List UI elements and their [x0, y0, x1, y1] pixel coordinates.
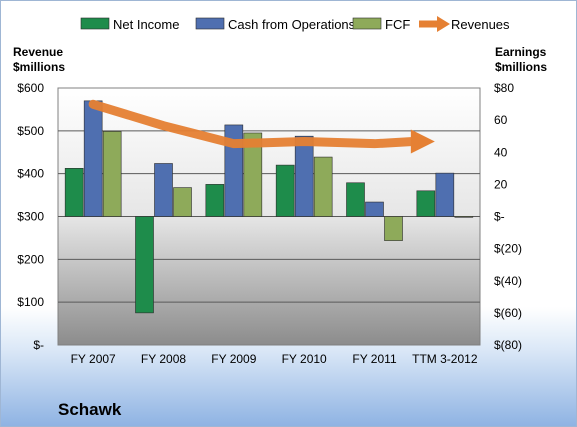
- legend-label: FCF: [385, 17, 410, 32]
- bar-cash-from-operations: [365, 201, 384, 217]
- x-tick-label: FY 2007: [71, 352, 116, 366]
- right-tick-label: 60: [494, 113, 508, 127]
- legend-label: Cash from Operations: [228, 17, 356, 32]
- legend-swatch-cash-from-operations: [195, 17, 225, 30]
- bar-net-income: [346, 182, 365, 217]
- left-tick-label: $200: [17, 252, 44, 266]
- left-tick-label: $-: [33, 338, 44, 352]
- right-axis-title: Earnings: [495, 45, 547, 59]
- left-tick-label: $300: [17, 210, 44, 224]
- x-tick-label: TTM 3-2012: [412, 352, 478, 366]
- right-tick-label: 20: [494, 177, 508, 191]
- revenues-line: [88, 99, 418, 149]
- legend-label: Net Income: [113, 17, 179, 32]
- legend-swatch-fcf: [352, 17, 382, 30]
- x-tick-label: FY 2009: [211, 352, 256, 366]
- right-tick-label: $(60): [494, 306, 522, 320]
- bar-net-income: [416, 190, 436, 217]
- bar-fcf: [454, 216, 474, 218]
- bar-fcf: [173, 187, 192, 217]
- legend-swatch-net-income: [80, 17, 110, 30]
- company-name: Schawk: [58, 400, 122, 419]
- bar-fcf: [102, 131, 122, 217]
- bar-net-income: [135, 216, 154, 314]
- right-tick-label: $(80): [494, 338, 522, 352]
- bar-cash-from-operations: [294, 135, 314, 217]
- bar-net-income: [64, 168, 84, 217]
- bar-fcf: [384, 216, 403, 241]
- left-axis-title-units: $millions: [13, 60, 65, 74]
- bar-net-income: [205, 184, 225, 217]
- right-tick-label: $(20): [494, 242, 522, 256]
- bar-fcf: [313, 156, 333, 217]
- right-tick-label: $(40): [494, 274, 522, 288]
- left-tick-label: $500: [17, 124, 44, 138]
- right-axis-title-units: $millions: [495, 60, 547, 74]
- bar-cash-from-operations: [83, 100, 103, 217]
- x-tick-label: FY 2011: [352, 352, 397, 366]
- right-tick-label: 40: [494, 145, 508, 159]
- right-tick-label: $-: [494, 210, 505, 224]
- left-axis-title: Revenue: [13, 45, 63, 59]
- bar-fcf: [243, 132, 263, 217]
- bar-net-income: [275, 164, 295, 217]
- x-tick-label: FY 2008: [141, 352, 186, 366]
- bar-cash-from-operations: [154, 163, 173, 217]
- left-tick-label: $400: [17, 167, 44, 181]
- left-tick-label: $600: [17, 81, 44, 95]
- legend-label: Revenues: [451, 17, 510, 32]
- legend-arrow-revenues: [437, 16, 450, 32]
- revenues-arrowhead: [410, 129, 435, 154]
- right-tick-label: $80: [494, 81, 514, 95]
- x-tick-label: FY 2010: [282, 352, 327, 366]
- left-tick-label: $100: [17, 295, 44, 309]
- bar-cash-from-operations: [435, 172, 455, 217]
